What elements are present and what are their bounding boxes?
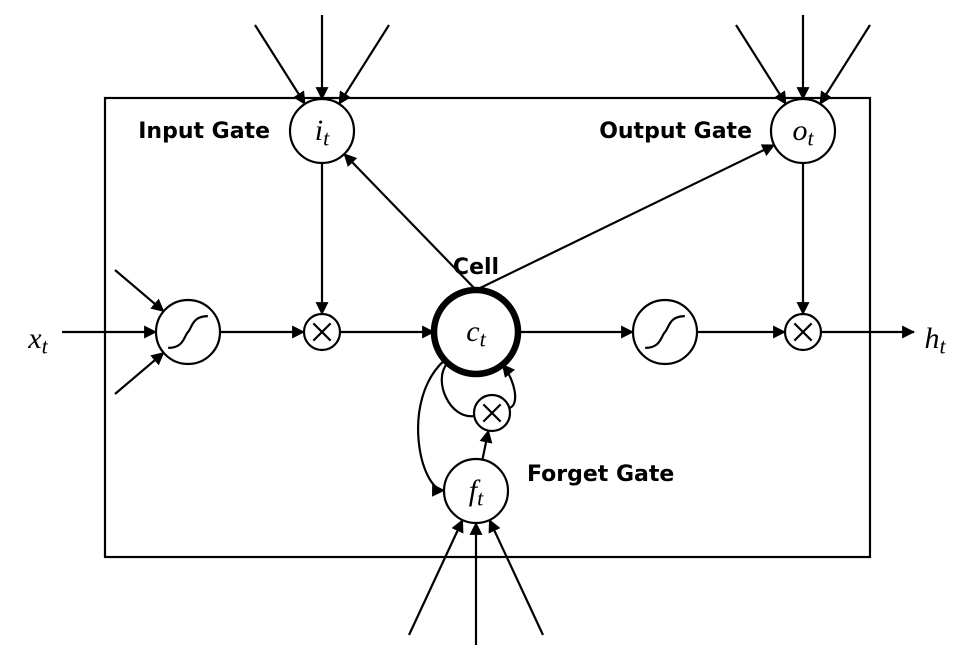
label-input_gate: Input Gate xyxy=(138,119,270,144)
node-mult_o xyxy=(785,314,821,350)
edge xyxy=(489,520,543,635)
edge xyxy=(409,520,463,635)
node-mult_i xyxy=(304,314,340,350)
math-label: ht xyxy=(924,322,946,359)
edge xyxy=(820,25,870,104)
edge xyxy=(115,353,164,394)
nodes-group: xt ht ct it ot ft xyxy=(27,99,946,523)
node-i_gate: it xyxy=(290,99,354,163)
math-label: xt xyxy=(27,322,48,359)
node-o_gate: ot xyxy=(771,99,835,163)
edge xyxy=(736,25,786,104)
node-f_gate: ft xyxy=(444,459,508,523)
edge xyxy=(255,25,305,104)
lstm-cell-diagram: xt ht ct it ot ft Input Gate Output Gate Cell For… xyxy=(0,0,972,663)
label-cell: Cell xyxy=(453,255,499,280)
node-sig_out xyxy=(633,300,697,364)
label-output_gate: Output Gate xyxy=(599,119,752,144)
edge xyxy=(115,270,164,311)
edge xyxy=(476,145,774,290)
node-cell: ct xyxy=(434,290,518,374)
edge xyxy=(482,431,488,460)
node-mult_f xyxy=(474,395,510,431)
node-sig_in xyxy=(156,300,220,364)
label-forget_gate: Forget Gate xyxy=(527,462,674,487)
edge xyxy=(339,25,389,104)
